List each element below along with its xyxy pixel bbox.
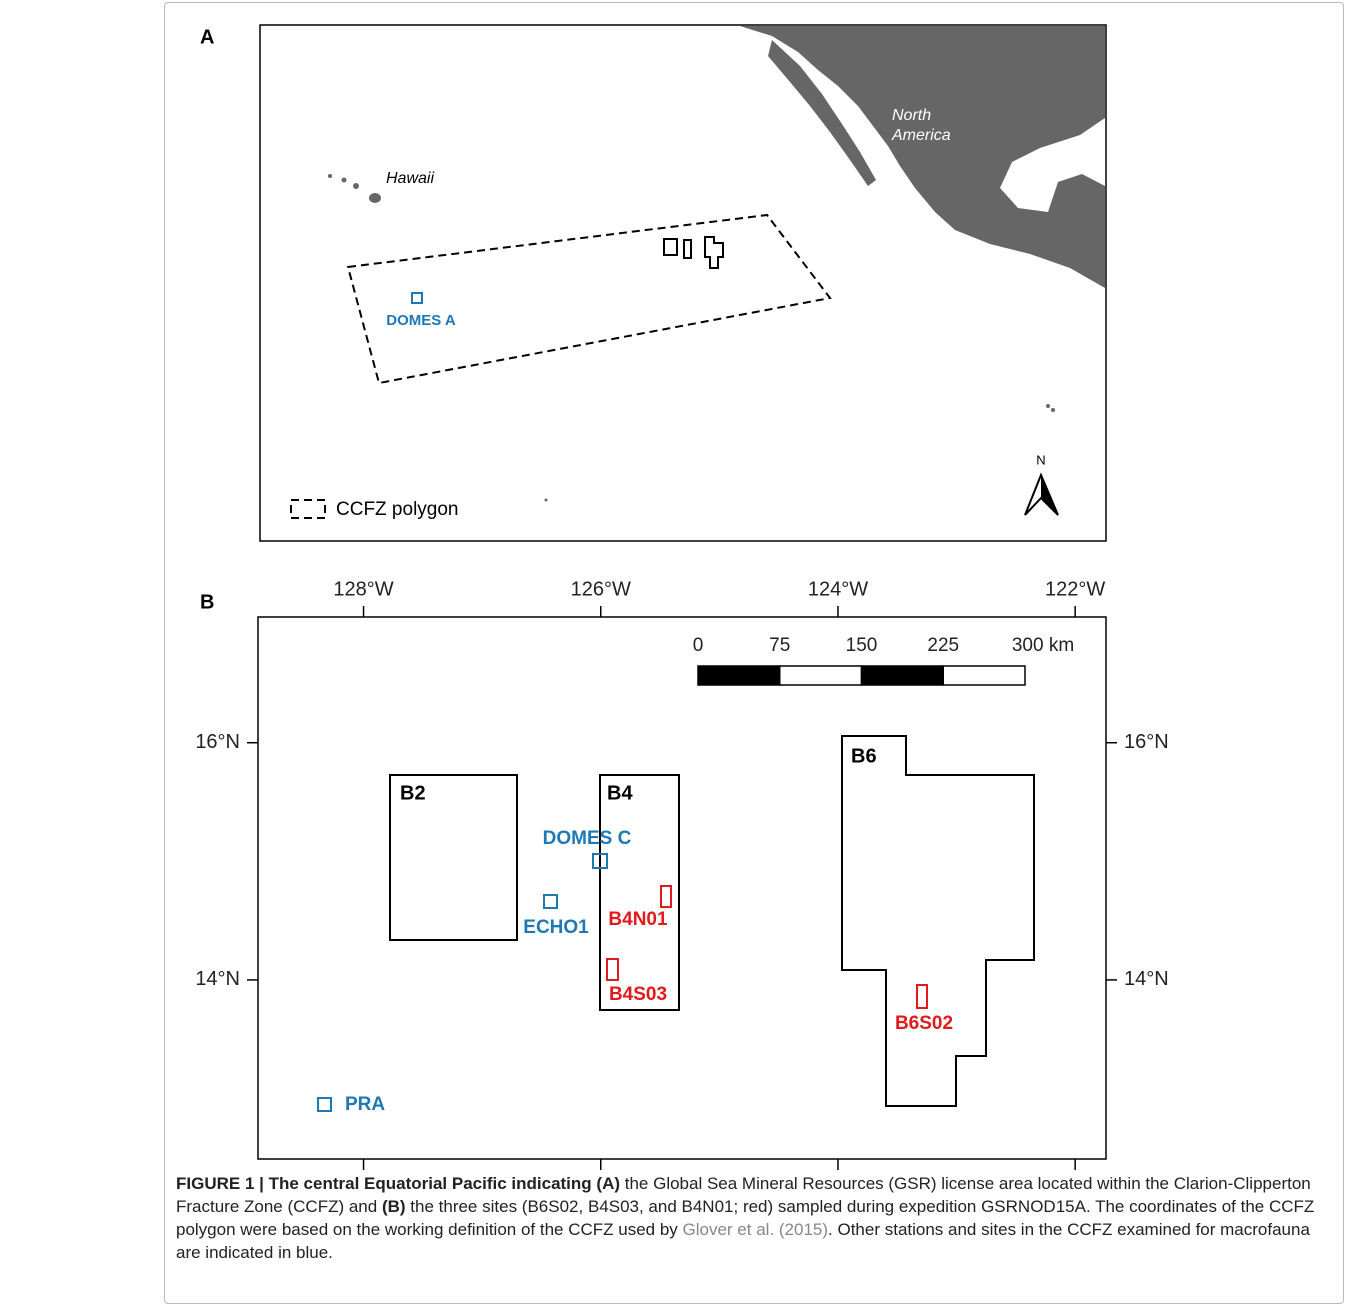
area-label: B2	[400, 782, 426, 804]
scale-label: 225	[927, 635, 959, 656]
site-label: DOMES C	[543, 828, 632, 849]
license-area	[663, 238, 678, 256]
axes: 128°W128°W126°W126°W124°W124°W122°W122°W…	[195, 578, 1169, 1170]
scale-segment	[860, 665, 944, 686]
license-area	[704, 236, 724, 269]
panel-b-frame	[257, 616, 1107, 1160]
map-label: America	[891, 127, 951, 144]
site-marker	[317, 1097, 332, 1112]
north-arrow	[1041, 475, 1058, 515]
land	[768, 40, 876, 186]
caption-plain: . Other stations and sites in the CCFZ e…	[176, 1220, 1310, 1262]
area-label: B4	[607, 782, 633, 804]
area-outline	[841, 735, 1035, 1107]
scale-label: 0	[693, 635, 704, 656]
area-label: B6	[851, 745, 877, 767]
land	[740, 26, 1105, 288]
scale-segment	[697, 665, 781, 686]
x-tick-label: 122°W	[1045, 578, 1105, 600]
site-label: B4N01	[608, 909, 668, 930]
x-tick-label: 126°W	[571, 578, 631, 600]
site-marker	[606, 958, 619, 981]
y-tick-label: 16°N	[1124, 731, 1169, 753]
ccfz-polygon	[346, 213, 832, 385]
scale-segment	[942, 665, 1026, 686]
legend-label: CCFZ polygon	[336, 499, 459, 520]
site-marker	[411, 292, 423, 304]
scale-label: 75	[769, 635, 790, 656]
site-marker	[592, 853, 608, 869]
caption-link[interactable]: Glover et al. (2015)	[682, 1220, 829, 1239]
legend-swatch	[290, 499, 326, 519]
y-tick-label: 16°N	[195, 731, 240, 753]
x-tick-label: 128°W	[333, 578, 393, 600]
caption-plain: the three sites (B6S02, B4S03, and B4N01…	[176, 1197, 1315, 1239]
site-label: ECHO1	[523, 917, 589, 938]
area-outline	[599, 774, 680, 1011]
area-outline	[389, 774, 518, 941]
scale-label: 150	[846, 635, 878, 656]
site-marker	[916, 984, 928, 1009]
figure: A Hawaii North America DOMES A CCFZ poly…	[195, 24, 1169, 1170]
site-markers	[317, 853, 928, 1112]
panel-label: A	[200, 26, 214, 48]
caption: FIGURE 1 | The central Equatorial Pacifi…	[176, 1172, 1336, 1264]
license-area	[683, 239, 692, 259]
site-label: B4S03	[609, 984, 667, 1005]
scale-label: 300 km	[1012, 635, 1074, 656]
panel-label: B	[200, 591, 214, 613]
site-label: PRA	[345, 1094, 385, 1115]
site-label: B6S02	[895, 1013, 953, 1034]
caption-bold: FIGURE 1 | The central Equatorial Pacifi…	[176, 1174, 621, 1193]
site-marker	[660, 885, 672, 908]
scale-bar: 0 75 150 225 300 km	[693, 635, 1074, 686]
figure-frame	[164, 2, 1344, 1304]
islands	[328, 174, 1055, 502]
north-label: N	[1036, 452, 1045, 467]
panel-a-frame	[259, 24, 1107, 542]
y-tick-label: 14°N	[195, 968, 240, 990]
caption-bold: (B)	[381, 1197, 406, 1216]
x-tick-label: 124°W	[808, 578, 868, 600]
map-label: Hawaii	[386, 170, 434, 187]
site-label: DOMES A	[386, 312, 456, 329]
map-label: North	[892, 107, 931, 124]
caption-plain: the Global Sea Mineral Resources (GSR) l…	[176, 1174, 1311, 1216]
site-marker	[543, 894, 558, 909]
y-tick-label: 14°N	[1124, 968, 1169, 990]
license-areas	[389, 735, 1035, 1107]
scale-segment	[779, 665, 863, 686]
